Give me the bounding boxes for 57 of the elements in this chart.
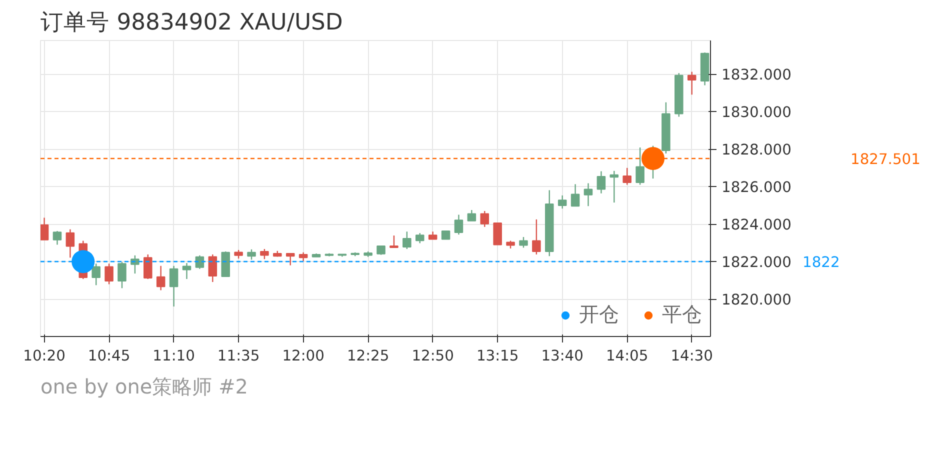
x-tick-label: 11:10	[152, 348, 195, 364]
x-tick-label: 14:05	[606, 348, 648, 364]
y-tick-label: 1820.000	[722, 292, 792, 309]
candlestick	[286, 252, 295, 266]
candlestick	[467, 209, 476, 222]
candlestick	[144, 254, 152, 280]
x-tick-label: 12:50	[412, 348, 454, 364]
x-tick-label: 12:25	[346, 348, 390, 364]
legend-label: 开仓	[579, 301, 619, 328]
candlestick	[493, 222, 502, 246]
candlestick	[519, 236, 528, 248]
candlestick	[610, 170, 619, 204]
chart-title: 订单号 98834902 XAU/USD	[40, 10, 343, 36]
candlestick	[622, 167, 632, 186]
candlestick	[247, 248, 256, 260]
candlestick	[130, 254, 140, 274]
candlestick	[570, 184, 580, 207]
x-tick-label: 13:40	[541, 348, 584, 364]
y-tick-label: 1822.000	[722, 254, 792, 272]
candlestick	[596, 170, 606, 194]
candlestick	[402, 230, 412, 250]
candlestick	[195, 254, 204, 270]
candlestick	[66, 228, 75, 258]
candlestick	[480, 210, 490, 228]
y-tick-label: 1828.000	[722, 142, 792, 159]
candlestick	[118, 262, 126, 289]
x-tick-label: 14:30	[670, 348, 713, 364]
y-tick-label: 1832.000	[722, 66, 792, 84]
candlestick	[52, 230, 62, 246]
candlestick	[558, 194, 567, 210]
ref-line-label: 1827.501	[850, 151, 920, 168]
candlestick	[584, 182, 593, 207]
candlestick	[182, 262, 192, 280]
ref-line-label: 1822	[802, 254, 840, 272]
candlestick	[687, 71, 696, 96]
candlestick	[169, 265, 178, 308]
text: one by one策略师 #2	[40, 374, 248, 398]
y-tick-label: 1830.000	[722, 104, 792, 122]
x-tick-label: 10:45	[88, 348, 130, 364]
candlestick	[208, 254, 218, 283]
legend-label: 平仓	[662, 301, 702, 328]
candlestick	[454, 214, 464, 236]
x-tick-label: 12:00	[282, 348, 324, 364]
x-tick-label: 13:15	[476, 348, 519, 364]
candlestick	[390, 234, 398, 248]
candlestick	[92, 263, 100, 286]
x-tick-label: 11:35	[217, 348, 260, 364]
candlestick	[156, 265, 166, 291]
x-tick-label: 10:20	[23, 348, 66, 364]
candlestick	[415, 232, 424, 244]
candlestick	[532, 218, 541, 256]
candlestick	[636, 146, 644, 186]
y-tick-label: 1824.000	[722, 216, 792, 234]
candlestick	[104, 263, 114, 285]
candlestick	[40, 217, 49, 240]
y-tick-label: 1826.000	[722, 179, 792, 196]
candlestick	[260, 248, 269, 260]
